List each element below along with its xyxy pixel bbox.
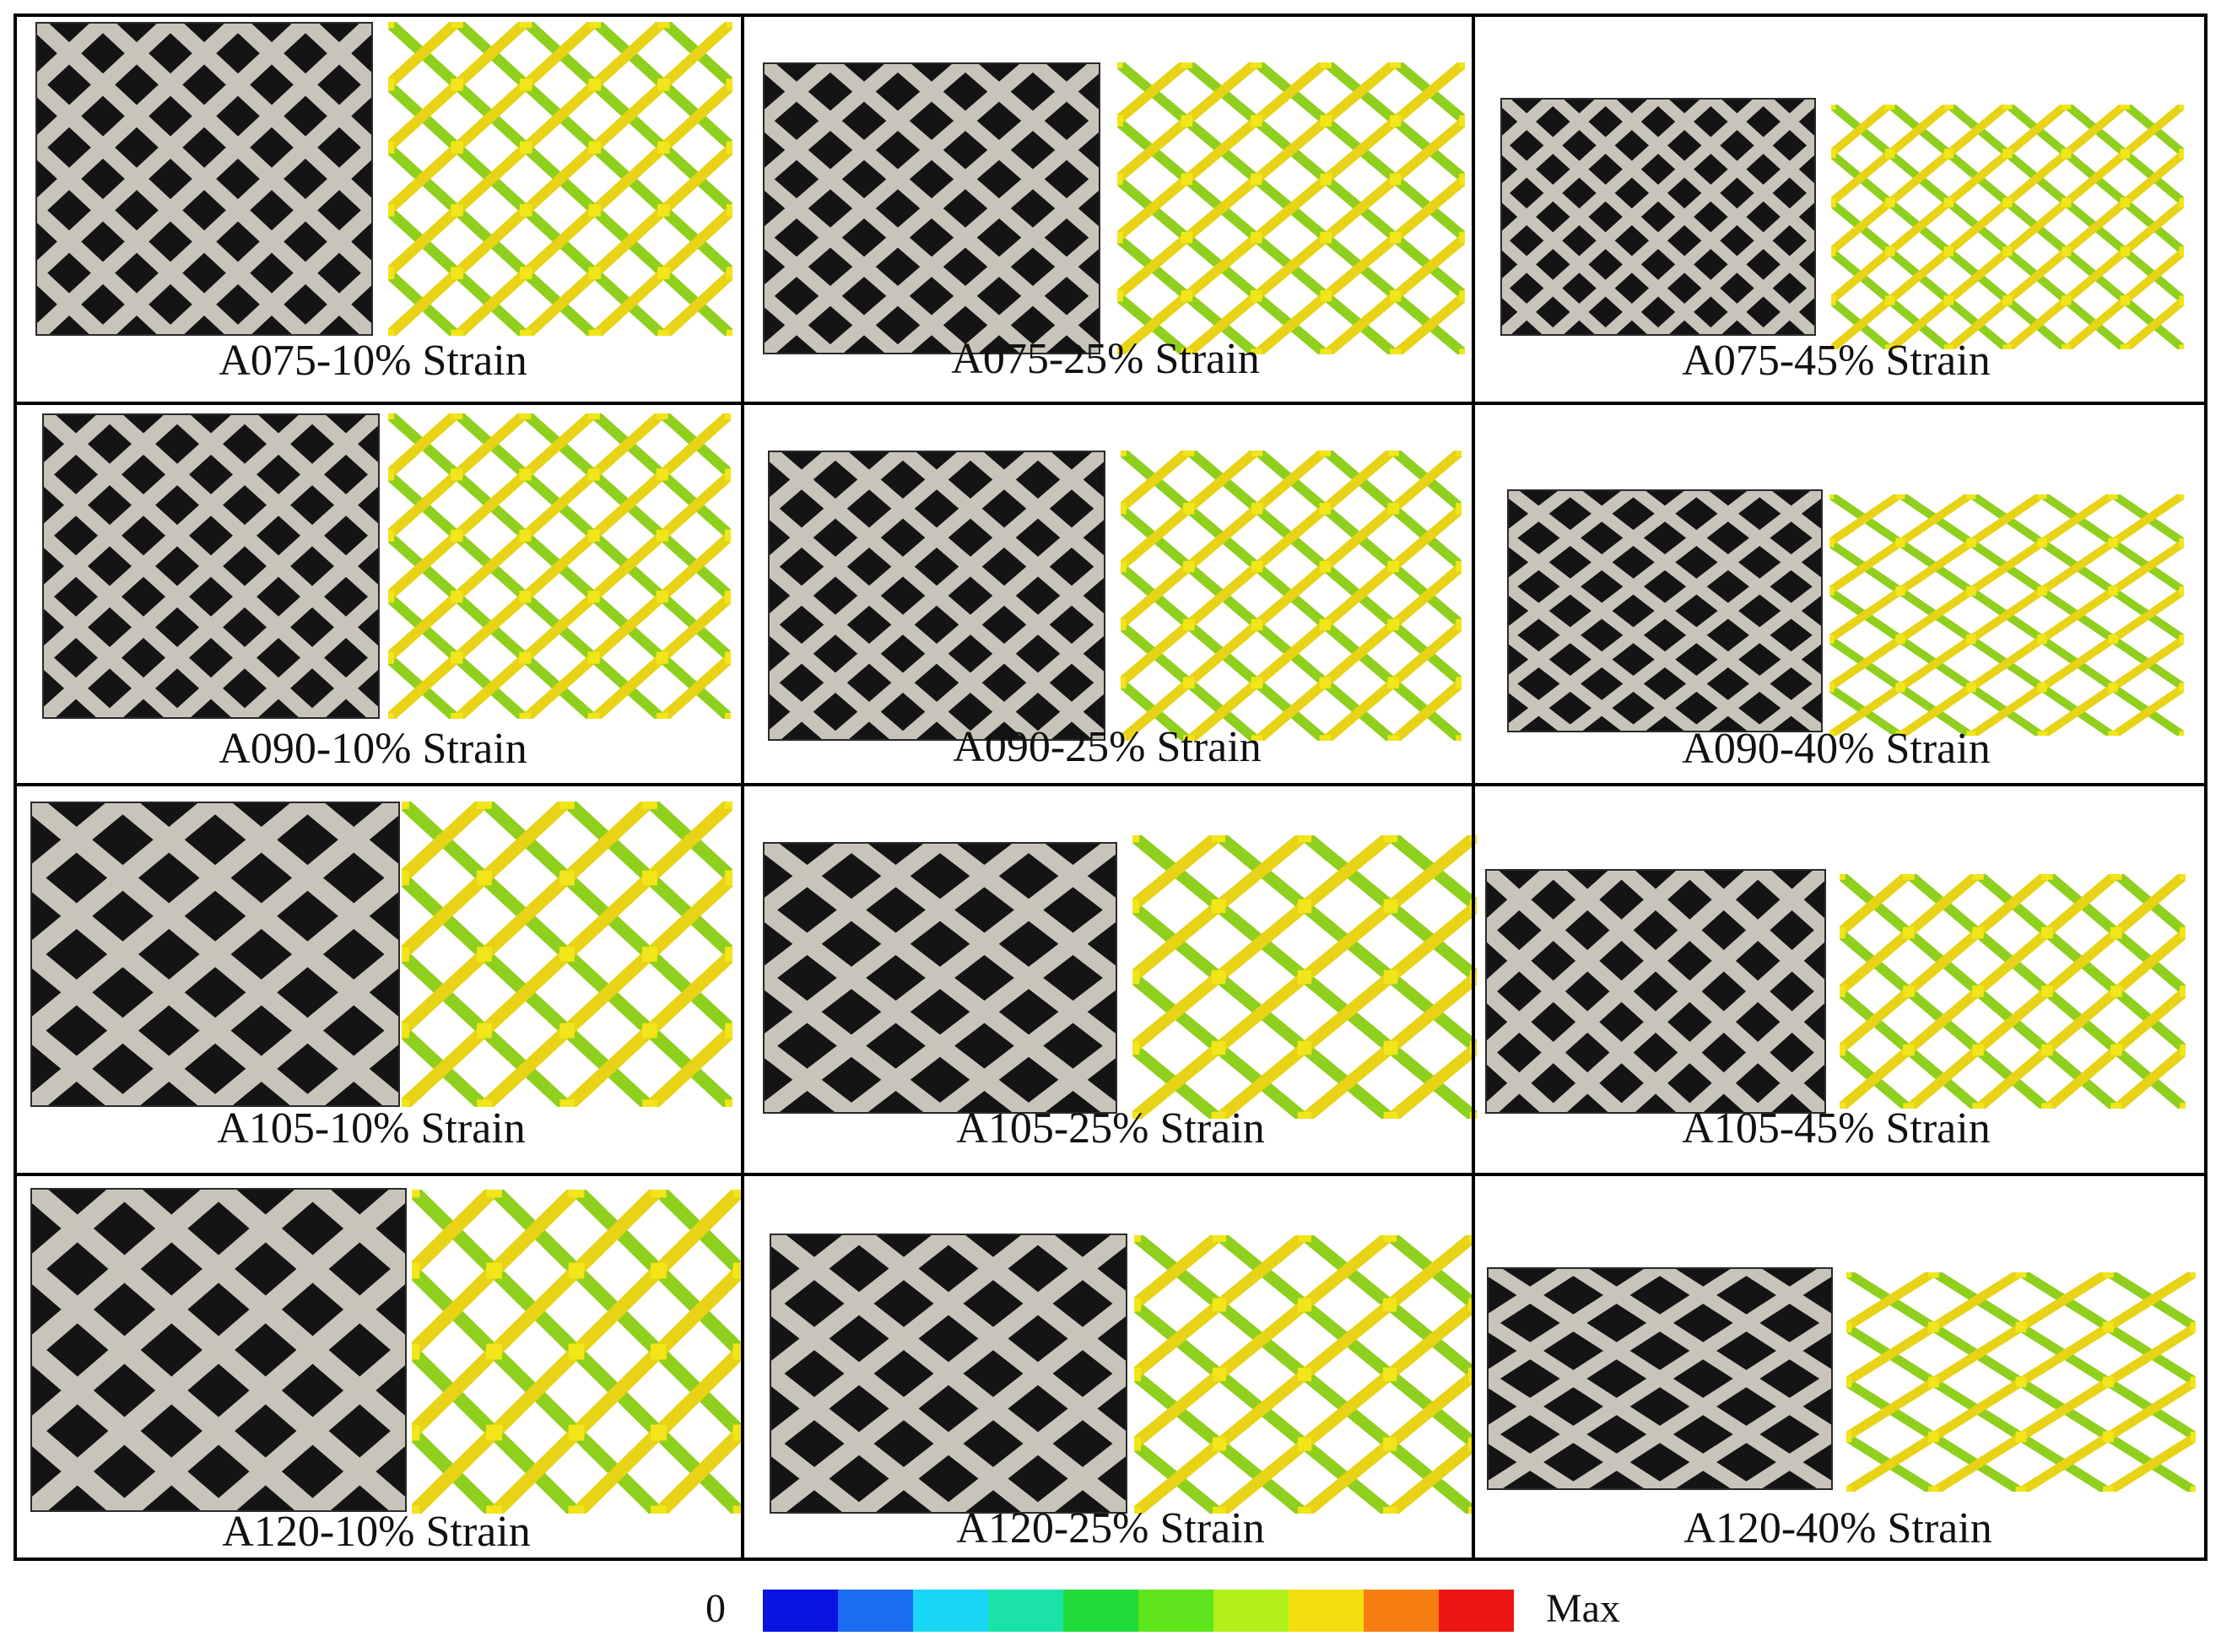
- colorbar-segment: [1439, 1590, 1514, 1632]
- simulation-a120-40: [1846, 1272, 2196, 1492]
- photo-a105-25: [763, 842, 1117, 1114]
- photo-a120-25: [770, 1234, 1127, 1514]
- simulation-a075-25: [1117, 62, 1465, 354]
- simulation-a075-45: [1831, 105, 2184, 349]
- panel-a075-10: A075-10% Strain: [15, 15, 743, 403]
- colorbar-segment: [988, 1590, 1063, 1632]
- panel-label: A090-10% Strain: [219, 725, 527, 773]
- lattice-simulation-image: [1829, 494, 2184, 736]
- simulation-a120-10: [412, 1190, 741, 1514]
- lattice-photo-image: [770, 1234, 1127, 1514]
- simulation-a090-40: [1829, 494, 2184, 736]
- photo-a090-40: [1507, 489, 1823, 732]
- photo-a075-25: [763, 62, 1100, 354]
- panel-a090-10: A090-10% Strain: [15, 403, 743, 785]
- panel-label: A090-25% Strain: [953, 723, 1262, 771]
- panel-label: A105-25% Strain: [956, 1104, 1265, 1153]
- panel-a090-25: A090-25% Strain: [743, 403, 1473, 785]
- lattice-photo-image: [42, 413, 380, 719]
- lattice-simulation-image: [1132, 835, 1477, 1119]
- colorbar-segment: [1289, 1590, 1364, 1632]
- lattice-photo-image: [1487, 1267, 1833, 1490]
- lattice-simulation-image: [388, 413, 731, 719]
- simulation-a105-45: [1840, 874, 2186, 1109]
- panel-label: A090-40% Strain: [1682, 725, 1991, 773]
- lattice-photo-image: [1507, 489, 1823, 732]
- panel-a075-25: A075-25% Strain: [743, 15, 1473, 403]
- simulation-a090-10: [388, 413, 731, 719]
- panel-label: A105-10% Strain: [217, 1104, 526, 1153]
- panel-label: A105-45% Strain: [1682, 1104, 1991, 1153]
- photo-a105-45: [1485, 869, 1826, 1114]
- colorbar-segment: [913, 1590, 988, 1632]
- simulation-a090-25: [1121, 451, 1462, 741]
- colorbar-segment: [763, 1590, 838, 1632]
- panel-label: A120-10% Strain: [222, 1508, 531, 1556]
- lattice-simulation-image: [1831, 105, 2184, 349]
- panel-label: A120-25% Strain: [956, 1504, 1265, 1552]
- panel-a120-40: A120-40% Strain: [1473, 1174, 2206, 1559]
- photo-a120-10: [30, 1188, 407, 1512]
- lattice-simulation-image: [1117, 62, 1465, 354]
- photo-a075-10: [35, 22, 373, 336]
- colorbar-min-label: 0: [705, 1586, 726, 1631]
- lattice-simulation-image: [402, 802, 732, 1107]
- panel-label: A120-40% Strain: [1683, 1504, 1992, 1552]
- lattice-simulation-image: [1840, 874, 2186, 1109]
- panel-label: A075-25% Strain: [951, 335, 1260, 383]
- lattice-simulation-image: [412, 1190, 741, 1514]
- photo-a105-10: [30, 802, 400, 1107]
- lattice-photo-image: [30, 1188, 407, 1512]
- colorbar-segment: [1364, 1590, 1439, 1632]
- lattice-photo-image: [1485, 869, 1826, 1114]
- photo-a120-40: [1487, 1267, 1833, 1490]
- panel-a120-10: A120-10% Strain: [15, 1174, 743, 1559]
- lattice-simulation-image: [1121, 451, 1462, 741]
- panel-a090-40: A090-40% Strain: [1473, 403, 2206, 785]
- lattice-photo-image: [763, 842, 1117, 1114]
- colorbar-segment: [1213, 1590, 1289, 1632]
- panel-a105-25: A105-25% Strain: [743, 785, 1477, 1174]
- panel-a075-45: A075-45% Strain: [1473, 15, 2206, 403]
- colorbar-max-label: Max: [1546, 1586, 1620, 1631]
- simulation-a105-10: [402, 802, 732, 1107]
- colorbar-segment: [1138, 1590, 1213, 1632]
- colorbar-segment: [838, 1590, 913, 1632]
- lattice-photo-image: [35, 22, 373, 336]
- panel-label: A075-10% Strain: [219, 337, 527, 385]
- photo-a090-25: [768, 451, 1105, 741]
- simulation-a075-10: [388, 22, 732, 336]
- lattice-photo-image: [30, 802, 400, 1107]
- lattice-simulation-image: [1134, 1235, 1475, 1514]
- simulation-a120-25: [1134, 1235, 1475, 1514]
- panel-a120-25: A120-25% Strain: [743, 1174, 1475, 1559]
- panel-a105-45: A105-45% Strain: [1473, 785, 2206, 1174]
- photo-a075-45: [1500, 98, 1816, 336]
- photo-a090-10: [42, 413, 380, 719]
- lattice-photo-image: [1500, 98, 1816, 336]
- lattice-photo-image: [768, 451, 1105, 741]
- colorbar: [763, 1590, 1514, 1632]
- simulation-a105-25: [1132, 835, 1477, 1119]
- lattice-photo-image: [763, 62, 1100, 354]
- colorbar-segment: [1063, 1590, 1138, 1632]
- panel-label: A075-45% Strain: [1682, 337, 1991, 385]
- panel-a105-10: A105-10% Strain: [15, 785, 743, 1174]
- lattice-simulation-image: [388, 22, 732, 336]
- lattice-simulation-image: [1846, 1272, 2196, 1492]
